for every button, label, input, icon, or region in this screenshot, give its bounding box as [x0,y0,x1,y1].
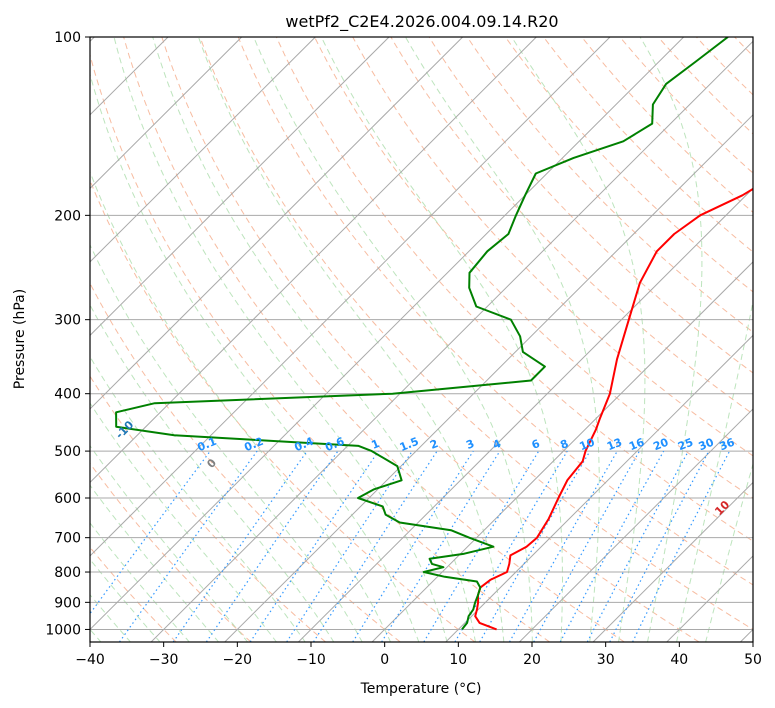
dry-adiabat [237,37,753,586]
y-tick-label: 200 [54,208,81,224]
moist-adiabat [90,593,132,642]
dry-adiabat [314,37,753,499]
y-tick-label: 700 [54,531,81,547]
x-tick-label: 40 [670,652,688,668]
mixing-ratio-line [172,450,308,642]
isotherm [90,37,390,337]
y-tick-label: 600 [54,491,81,507]
plot-frame [89,36,754,643]
dry-adiabat [352,37,753,457]
mixing-ratio-label: 10 [578,435,597,453]
y-axis: 100 200 300 400 500 600 700 800 900 1000 [45,30,90,638]
isotherm [371,261,753,642]
mixing-ratio-line [559,450,665,642]
moist-adiabat [676,298,753,642]
mixing-ratio-line [586,450,689,642]
y-tick-label: 100 [54,30,81,46]
x-axis: −40 −30 −20 −10 0 10 20 30 40 50 [75,642,762,668]
x-tick-label: −40 [75,652,105,668]
mixing-ratio-label: 20 [651,435,670,453]
mixing-ratio-line [205,450,339,642]
mixing-ratio-label: 30 [697,435,716,453]
moist-adiabat [90,522,190,642]
moist-adiabat [90,484,220,642]
isotherm [90,37,685,631]
moist-adiabat [511,37,646,642]
x-tick-label: 20 [523,652,541,668]
dry-adiabat [466,37,753,333]
mixing-ratio-label: 8 [558,437,570,452]
moist-adiabat [90,355,306,642]
x-tick-label: 30 [597,652,615,668]
mixing-ratio-line [249,450,379,642]
moist-adiabat [90,558,161,642]
mixing-ratio-line [286,450,413,642]
moist-adiabat [90,402,278,642]
chart-title: wetPf2_C2E4.2026.004.09.14.R20 [285,12,558,32]
isotherm [90,37,464,410]
x-tick-label: 0 [380,652,389,668]
isotherm [519,408,753,642]
moist-adiabat [253,37,533,642]
isotherm [150,40,753,642]
dry-adiabat [390,37,753,415]
y-tick-label: 1000 [45,622,81,638]
moist-adiabat [198,37,505,642]
moist-adiabat [320,37,563,642]
y-tick-label: 300 [54,313,81,329]
isotherm [224,114,753,642]
y-tick-label: 900 [54,595,81,611]
moist-adiabat [113,37,448,642]
y-tick-label: 500 [54,444,81,460]
isotherm [90,37,243,190]
isotherm [592,481,753,642]
isotherm [90,37,611,557]
moist-adiabat [90,243,363,642]
y-tick-label: 400 [54,387,81,403]
isotherm [298,187,753,642]
x-tick-label: 50 [744,652,762,668]
dewpoint-profile [115,37,729,631]
moist-adiabat [90,170,392,642]
x-tick-label: −30 [149,652,179,668]
mixing-ratio-label: 1 [370,437,382,452]
x-tick-label: −10 [296,652,326,668]
mixing-ratio-label: 3 [464,437,476,452]
x-tick-label: 10 [449,652,467,668]
dry-adiabat [90,282,401,642]
moist-adiabat [90,444,249,642]
mixing-ratio-label: 2 [428,437,440,452]
moist-adiabat [152,37,476,642]
mixing-ratio-line [312,450,438,642]
mixing-ratio-line [423,450,540,642]
x-axis-title: Temperature (°C) [360,681,482,697]
mixing-ratio-label: 36 [717,435,736,453]
dry-adiabat [90,462,252,642]
moist-adiabat [405,37,600,642]
isotherm [90,37,316,263]
y-tick-label: 800 [54,565,81,581]
dry-adiabat [199,37,753,631]
mixing-ratio-label: 13 [605,436,624,454]
y-axis-title: Pressure (hPa) [12,289,28,389]
isotherm [445,334,753,642]
mixing-ratio-line [381,450,501,642]
mixing-ratio-label: 25 [676,436,695,454]
mixing-ratio-line [352,450,474,642]
plot-area [90,37,753,642]
mixing-ratio-label: 16 [627,435,646,453]
isotherm [90,37,537,484]
moist-adiabat [90,72,420,642]
x-tick-label: −20 [223,652,253,668]
moist-adiabat [705,462,753,642]
moist-adiabat [90,303,335,642]
dry-adiabat [90,53,550,642]
dry-adiabat [123,37,625,642]
moist-adiabat [639,37,703,642]
dry-adiabat [619,37,753,174]
